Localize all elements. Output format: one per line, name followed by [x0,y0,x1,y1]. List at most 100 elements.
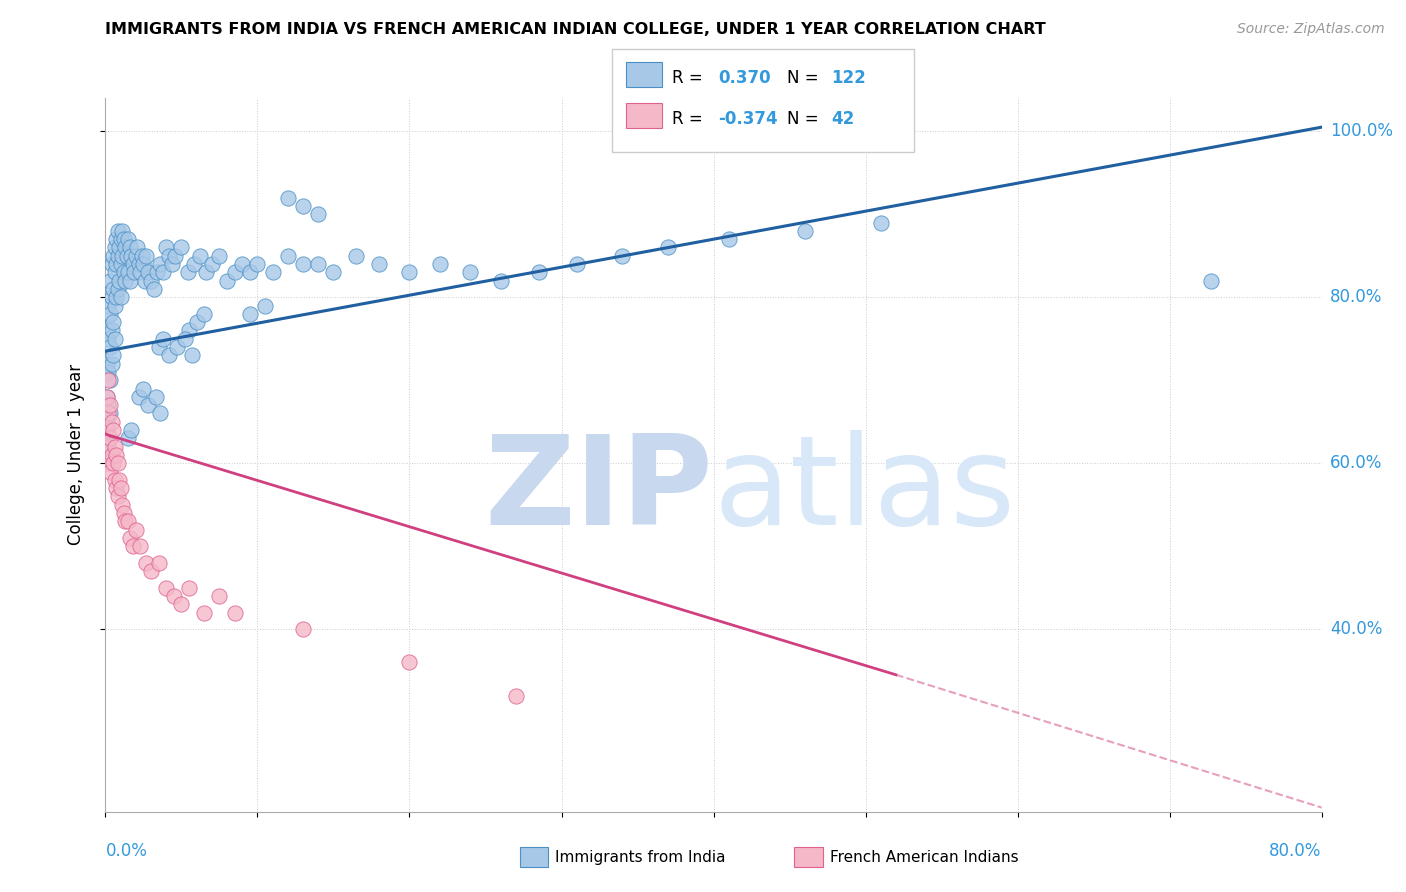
Text: 0.0%: 0.0% [105,842,148,860]
Point [118,240,141,254]
Point [565,257,588,271]
Point [112,265,135,279]
Point [101,456,124,470]
Point [489,274,512,288]
Point [135,556,157,570]
Point [398,656,420,670]
Point [96,423,118,437]
Point [145,390,167,404]
Point [98,274,121,288]
Point [208,589,231,603]
Point [527,265,550,279]
Point [170,240,193,254]
Point [97,440,120,454]
Point [96,415,118,429]
Point [173,332,195,346]
Text: IMMIGRANTS FROM INDIA VS FRENCH AMERICAN INDIAN COLLEGE, UNDER 1 YEAR CORRELATIO: IMMIGRANTS FROM INDIA VS FRENCH AMERICAN… [105,22,1046,37]
Point [177,323,200,337]
Point [322,265,344,279]
Point [132,257,155,271]
Point [398,265,420,279]
Point [96,456,118,470]
Point [97,406,120,420]
Point [101,348,124,362]
Point [96,440,118,454]
Point [134,274,156,288]
Point [166,340,188,354]
Text: Immigrants from India: Immigrants from India [555,850,725,864]
Point [292,622,315,636]
Point [111,498,134,512]
Point [100,290,122,304]
Point [217,274,239,288]
Point [96,323,118,337]
Point [101,315,124,329]
Point [176,265,198,279]
Point [177,581,200,595]
Point [129,539,152,553]
Point [344,249,367,263]
Point [125,249,148,263]
Point [111,249,134,263]
Point [98,340,121,354]
Point [108,240,131,254]
Text: 80.0%: 80.0% [1330,288,1382,306]
Text: 122: 122 [831,69,866,87]
Point [139,274,162,288]
Point [224,265,246,279]
Point [194,265,217,279]
Text: -0.374: -0.374 [718,110,778,128]
Text: ZIP: ZIP [485,430,713,551]
Point [127,240,149,254]
Text: atlas: atlas [713,430,1015,551]
Point [101,249,124,263]
Point [657,240,679,254]
Point [98,431,121,445]
Point [155,240,177,254]
Point [114,514,136,528]
Point [120,423,142,437]
Point [118,274,141,288]
Point [100,257,122,271]
Point [98,465,121,479]
Point [155,581,177,595]
Point [114,240,136,254]
Point [224,606,246,620]
Point [96,390,118,404]
Point [108,473,131,487]
Text: N =: N = [787,69,824,87]
Point [103,240,125,254]
Point [103,332,125,346]
Point [183,257,205,271]
Point [107,282,129,296]
Point [149,406,172,420]
Point [277,249,299,263]
Point [254,299,277,313]
Point [121,257,143,271]
Text: R =: R = [672,110,709,128]
Point [368,257,391,271]
Point [193,606,215,620]
Point [505,689,527,703]
Point [307,257,329,271]
Point [114,274,136,288]
Point [458,265,481,279]
Point [103,473,125,487]
Point [100,415,122,429]
Point [101,423,124,437]
Point [152,332,174,346]
Point [239,307,262,321]
Point [121,539,143,553]
Point [143,282,166,296]
Point [103,440,125,454]
Point [131,249,153,263]
Text: 60.0%: 60.0% [1330,454,1382,472]
Point [112,232,135,246]
Point [163,589,186,603]
Point [97,332,120,346]
Point [139,564,162,578]
Point [129,265,152,279]
Point [128,390,150,404]
Text: 42: 42 [831,110,855,128]
Point [292,199,315,213]
